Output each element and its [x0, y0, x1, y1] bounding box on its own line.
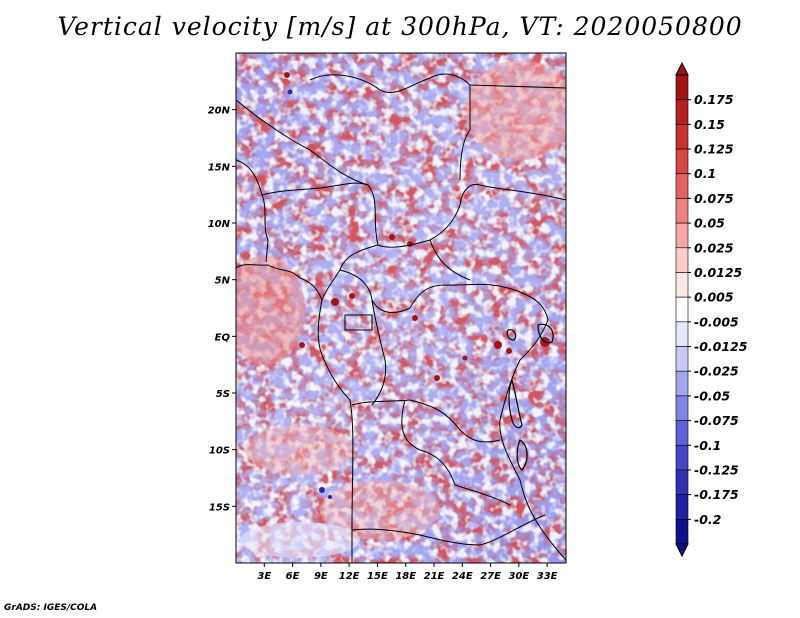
colorbar-label: 0.125 — [694, 142, 734, 157]
colorbar-label: 0.075 — [694, 191, 734, 206]
colorbar-swatch — [675, 247, 689, 273]
map-title: Vertical velocity [m/s] at 300hPa, VT: 2… — [57, 12, 743, 41]
lon-tick-label: 6E — [286, 571, 300, 582]
lon-tick-label: 33E — [537, 571, 558, 582]
lon-tick-label: 12E — [339, 571, 360, 582]
colorbar-swatch — [675, 272, 689, 298]
colorbar-swatch — [675, 444, 689, 471]
colorbar-swatch — [675, 173, 689, 199]
colorbar-label: -0.1 — [694, 438, 721, 453]
colorbar-swatch — [675, 321, 689, 347]
latitude-axis: 20N 15N 10N 5N EQ 5S 10S 15S — [208, 106, 236, 513]
colorbar-swatch — [675, 74, 689, 100]
lat-tick-label: EQ — [215, 332, 231, 343]
colorbar-label: -0.075 — [694, 413, 739, 428]
colorbar-label: -0.05 — [694, 388, 730, 403]
colorbar-swatch — [675, 519, 689, 545]
colorbar-swatch — [675, 296, 689, 323]
lon-tick-label: 21E — [424, 571, 445, 582]
lon-tick-label: 3E — [257, 571, 271, 582]
lon-tick-label: 9E — [314, 571, 328, 582]
map-frame — [235, 52, 567, 564]
colorbar-label: -0.005 — [694, 314, 739, 329]
colorbar-swatch — [675, 395, 689, 421]
lat-tick-label: 10S — [209, 446, 230, 457]
colorbar-min-arrow — [675, 543, 689, 558]
lat-tick-label: 5N — [215, 276, 231, 287]
vertical-velocity-field — [236, 53, 566, 563]
colorbar: 0.175 0.15 0.125 0.1 0.075 0.05 0.025 0.0125 0.0… — [675, 61, 748, 558]
lon-tick-label: 24E — [452, 571, 473, 582]
lat-tick-label: 20N — [208, 106, 231, 117]
colorbar-swatch — [675, 99, 689, 125]
lon-tick-label: 18E — [395, 571, 416, 582]
lon-tick-label: 27E — [480, 571, 501, 582]
colorbar-swatch — [675, 494, 689, 520]
lat-tick-label: 10N — [208, 219, 231, 230]
colorbar-max-arrow — [675, 61, 689, 76]
lon-tick-label: 15E — [367, 571, 388, 582]
longitude-axis: 3E 6E 9E 12E 15E 18E 21E 24E 27E 30E 33E — [257, 563, 558, 582]
colorbar-swatch — [675, 469, 689, 495]
colorbar-label: 0.0125 — [694, 265, 743, 280]
colorbar-label: -0.2 — [694, 512, 721, 527]
colorbar-swatch — [675, 124, 689, 150]
colorbar-swatch — [675, 346, 689, 372]
lon-tick-label: 30E — [508, 571, 529, 582]
lat-tick-label: 15S — [209, 502, 230, 513]
colorbar-swatch — [675, 198, 689, 224]
lat-tick-label: 5S — [216, 389, 230, 400]
colorbar-label: -0.175 — [694, 487, 739, 502]
colorbar-label: -0.0125 — [694, 339, 748, 354]
colorbar-label: 0.175 — [694, 92, 734, 107]
colorbar-label: -0.025 — [694, 364, 739, 379]
colorbar-label: 0.1 — [694, 166, 716, 181]
colorbar-swatch — [675, 370, 689, 397]
colorbar-swatch — [675, 222, 689, 249]
country-borders — [236, 73, 566, 563]
colorbar-swatch — [675, 420, 689, 446]
colorbar-label: 0.025 — [694, 240, 734, 255]
colorbar-label: 0.005 — [694, 290, 734, 305]
colorbar-label: 0.05 — [694, 216, 725, 231]
lat-tick-label: 15N — [208, 162, 231, 173]
colorbar-label: 0.15 — [694, 117, 725, 132]
lakes — [506, 323, 554, 471]
colorbar-label: -0.125 — [694, 462, 739, 477]
software-credit: GrADS: IGES/COLA — [4, 603, 98, 613]
colorbar-swatch — [675, 148, 689, 175]
